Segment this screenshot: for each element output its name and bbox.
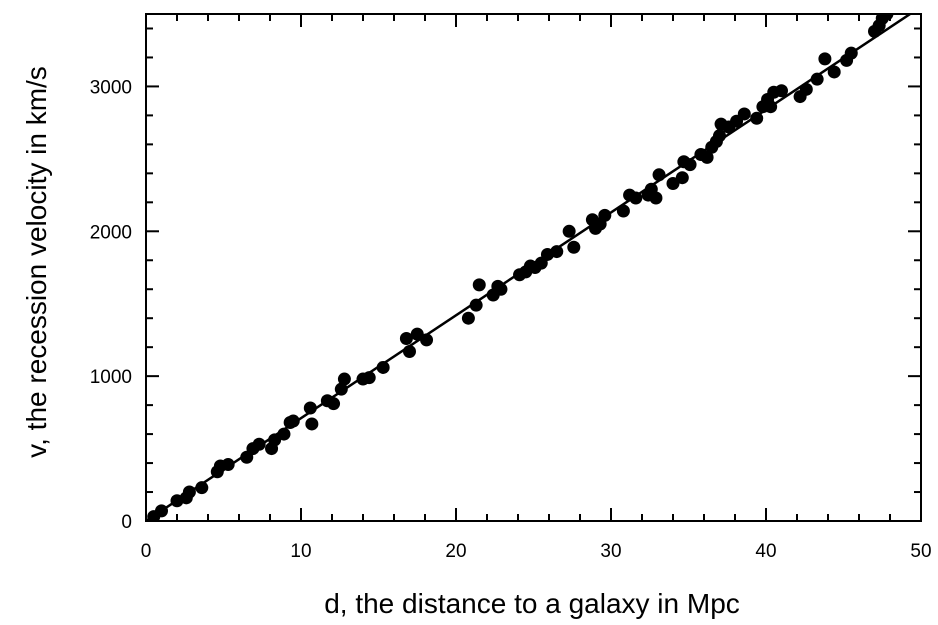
data-point <box>666 176 680 190</box>
data-point <box>629 191 643 205</box>
data-point <box>155 504 168 518</box>
data-point <box>195 481 209 495</box>
data-point <box>810 72 824 86</box>
data-point <box>737 107 751 121</box>
data-point <box>683 158 697 172</box>
data-point <box>827 65 841 79</box>
data-point <box>880 14 894 21</box>
x-tick-label: 10 <box>290 541 311 562</box>
data-point <box>362 371 376 385</box>
data-point <box>221 458 235 472</box>
axis-ticks: 0 10 20 30 40 50 0 1000 2000 3000 <box>90 14 932 562</box>
x-axis-label: d, the distance to a galaxy in Mpc <box>324 588 740 619</box>
data-point <box>598 208 612 222</box>
plot-area-border <box>145 13 922 522</box>
data-point <box>713 129 726 143</box>
data-point <box>420 333 434 347</box>
data-point <box>182 485 196 499</box>
data-point <box>461 311 475 325</box>
x-tick-label: 20 <box>445 541 466 562</box>
data-point <box>775 84 788 98</box>
data-point <box>818 52 832 66</box>
data-point <box>567 240 581 254</box>
data-point <box>399 331 413 345</box>
data-point <box>700 150 714 164</box>
data-point <box>652 168 666 182</box>
data-point <box>550 245 564 259</box>
data-point <box>844 46 858 60</box>
data-point <box>305 417 319 431</box>
data-point <box>286 414 300 428</box>
x-tick-label: 30 <box>600 541 621 562</box>
data-point <box>472 278 486 292</box>
data-point <box>750 111 764 125</box>
data-point <box>268 433 282 447</box>
data-point <box>337 372 351 386</box>
data-point <box>303 401 317 415</box>
data-point <box>252 437 266 451</box>
data-point <box>410 327 424 341</box>
y-tick-label: 0 <box>121 512 132 533</box>
axis-labels: d, the distance to a galaxy in Mpc v, th… <box>21 66 740 619</box>
data-points <box>147 14 894 521</box>
x-tick-label: 0 <box>141 541 152 562</box>
y-axis-label: v, the recession velocity in km/s <box>21 66 52 458</box>
data-point <box>562 224 576 238</box>
data-point <box>376 360 390 374</box>
data-point <box>675 171 689 185</box>
data-point <box>277 427 291 441</box>
x-tick-label: 50 <box>910 541 931 562</box>
data-point <box>403 345 416 359</box>
data-point <box>764 100 778 114</box>
data-point <box>327 397 341 411</box>
x-tick-label: 40 <box>755 541 776 562</box>
data-point <box>616 204 630 218</box>
data-point <box>469 298 483 312</box>
data-point <box>494 282 508 296</box>
y-tick-label: 1000 <box>90 367 132 388</box>
plot-frame <box>145 13 922 522</box>
data-point <box>334 382 348 396</box>
y-tick-label: 3000 <box>90 77 132 98</box>
y-tick-label: 2000 <box>90 222 132 243</box>
data-point <box>649 191 663 205</box>
data-point <box>799 82 813 96</box>
